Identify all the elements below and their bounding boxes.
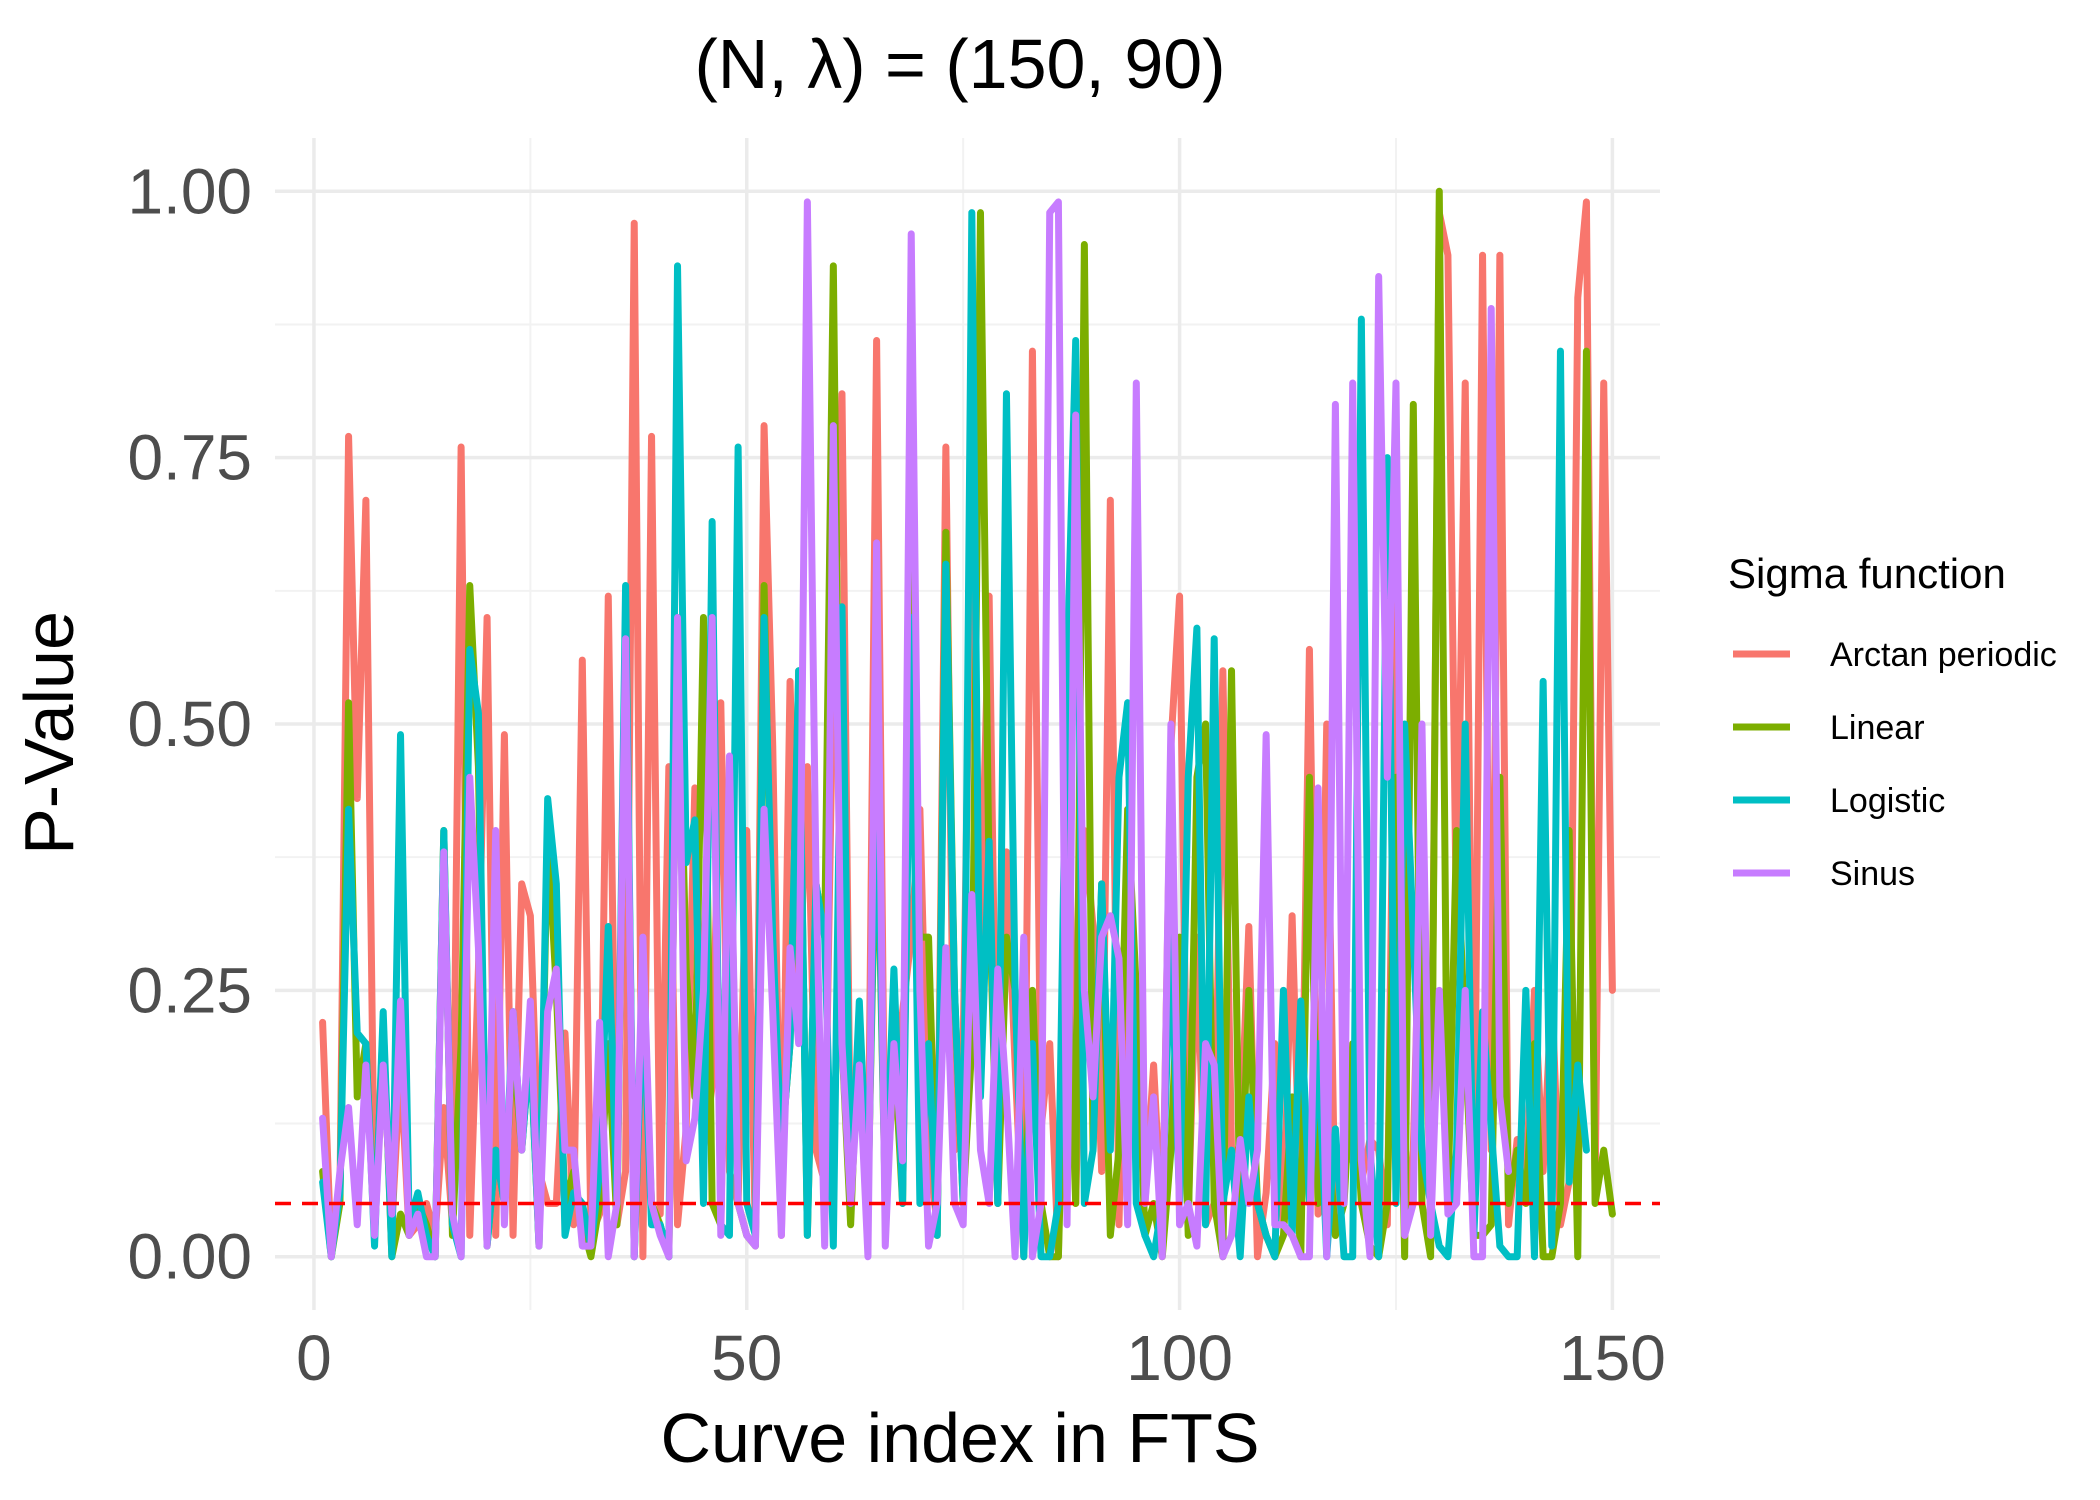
legend-label-logistic: Logistic [1830, 782, 1945, 820]
x-tick-label: 100 [1126, 1322, 1233, 1394]
y-tick-labels: 0.00 0.25 0.50 0.75 1.00 [127, 155, 252, 1292]
x-tick-labels: 0 50 100 150 [296, 1322, 1666, 1394]
series-lines [319, 187, 1616, 1261]
legend-items: Arctan periodic Linear Logistic Sinus [1733, 636, 2057, 893]
x-tick-label: 150 [1559, 1322, 1666, 1394]
x-tick-label: 0 [296, 1322, 332, 1394]
y-tick-label: 0.00 [127, 1221, 252, 1293]
y-tick-label: 0.25 [127, 954, 252, 1026]
y-tick-label: 0.75 [127, 422, 252, 494]
y-tick-label: 1.00 [127, 155, 252, 227]
legend-title: Sigma function [1728, 550, 2006, 597]
chart-title: (N, λ) = (150, 90) [694, 25, 1225, 103]
legend-label-sinus: Sinus [1830, 855, 1915, 893]
y-axis-title: P-Value [10, 611, 88, 855]
x-axis-title: Curve index in FTS [660, 1399, 1259, 1477]
legend-label-arctan-periodic: Arctan periodic [1830, 636, 2057, 674]
legend: Sigma function Arctan periodic Linear Logi… [1728, 550, 2057, 893]
y-tick-label: 0.50 [127, 688, 252, 760]
series-line-sinus [319, 198, 1513, 1261]
x-tick-label: 50 [711, 1322, 782, 1394]
legend-label-linear: Linear [1830, 709, 1925, 747]
